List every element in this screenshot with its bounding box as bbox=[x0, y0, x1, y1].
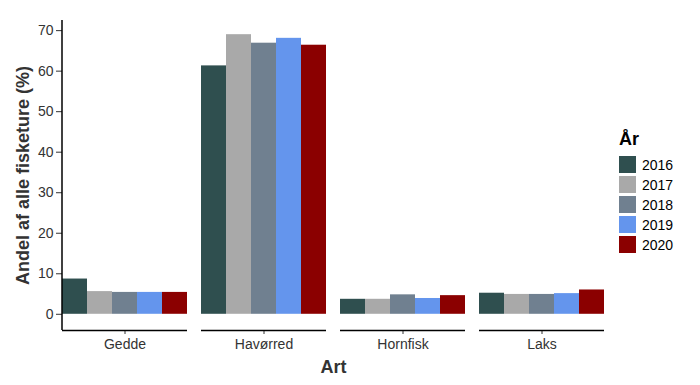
html-text:2017: 2017 bbox=[642, 176, 674, 193]
svg-text:10: 10 bbox=[38, 265, 54, 281]
svg-text:Andel af alle fisketure (%): Andel af alle fisketure (%) bbox=[13, 66, 33, 285]
svg-text:60: 60 bbox=[38, 63, 54, 79]
svg-text:30: 30 bbox=[38, 184, 54, 200]
svg-text:Havørred: Havørred bbox=[235, 336, 293, 352]
svg-text:Gedde: Gedde bbox=[104, 336, 146, 352]
svg-text:0: 0 bbox=[46, 306, 54, 322]
svg-text:70: 70 bbox=[38, 22, 54, 38]
svg-text:50: 50 bbox=[38, 103, 54, 119]
html-text:2020: 2020 bbox=[642, 236, 674, 253]
svg-text:40: 40 bbox=[38, 144, 54, 160]
svg-text:20: 20 bbox=[38, 225, 54, 241]
html-text:2016: 2016 bbox=[642, 156, 674, 173]
html-text:2018: 2018 bbox=[642, 196, 674, 213]
svg-text:Art: Art bbox=[321, 357, 347, 377]
html-text:År: År bbox=[619, 129, 639, 149]
html-text:2019: 2019 bbox=[642, 216, 674, 233]
svg-text:Laks: Laks bbox=[527, 336, 557, 352]
svg-text:Hornfisk: Hornfisk bbox=[377, 336, 429, 352]
